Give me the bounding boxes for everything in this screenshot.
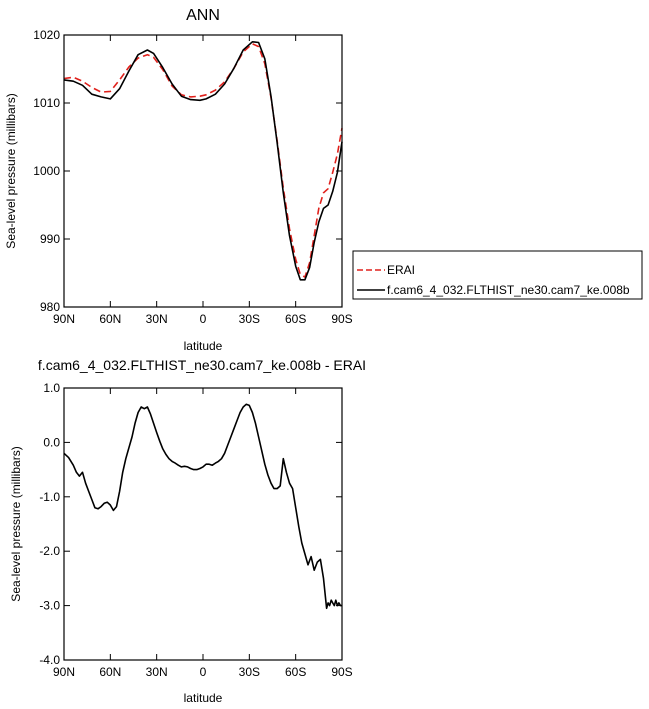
x-tick-label: 0	[200, 665, 207, 679]
y-tick-label: 990	[40, 232, 60, 246]
x-tick-label: 0	[200, 312, 207, 326]
chart-panel-bottom: f.cam6_4_032.FLTHIST_ne30.cam7_ke.008b -…	[9, 357, 366, 705]
x-tick-label: 30N	[146, 665, 168, 679]
x-axis-label: latitude	[184, 691, 223, 705]
series-lines	[63, 40, 343, 281]
y-tick-label: -3.0	[39, 599, 60, 613]
x-tick-label: 60N	[99, 312, 121, 326]
legend-entry: f.cam6_4_032.FLTHIST_ne30.cam7_ke.008b	[387, 283, 630, 297]
series-line-1	[63, 40, 343, 281]
x-tick-label: 90N	[53, 312, 75, 326]
y-tick-label: -1.0	[39, 490, 60, 504]
series-lines	[63, 403, 342, 610]
y-tick-label: 1020	[33, 28, 60, 42]
chart-title: ANN	[186, 7, 220, 24]
series-line-0	[63, 42, 343, 278]
x-tick-label: 90N	[53, 665, 75, 679]
y-tick-label: 1000	[33, 164, 60, 178]
axis-ticks: 90N 60N 30N 0 30S 60S 90S -4.0 -3.0 -2.0 -1.0 0.0 1.…	[39, 381, 352, 679]
y-tick-label: -2.0	[39, 544, 60, 558]
x-tick-label: 60S	[285, 665, 306, 679]
chart-panel-top: ANN Sea-level pressure (millibars) latit…	[4, 7, 353, 353]
y-tick-label: 980	[40, 300, 60, 314]
y-tick-label: 1010	[33, 96, 60, 110]
x-tick-label: 30S	[239, 665, 260, 679]
legend: ERAI f.cam6_4_032.FLTHIST_ne30.cam7_ke.0…	[352, 250, 643, 300]
x-tick-label: 60S	[285, 312, 306, 326]
x-tick-label: 60N	[99, 665, 121, 679]
y-axis-label: Sea-level pressure (millibars)	[4, 93, 18, 248]
x-tick-label: 90S	[331, 665, 352, 679]
chart-title: f.cam6_4_032.FLTHIST_ne30.cam7_ke.008b -…	[38, 357, 366, 373]
x-tick-label: 30N	[146, 312, 168, 326]
y-tick-label: 0.0	[43, 435, 60, 449]
plot-frame	[63, 34, 343, 308]
legend-box	[352, 250, 643, 300]
x-tick-label: 30S	[239, 312, 260, 326]
legend-entry: ERAI	[387, 263, 415, 277]
plot-frame	[63, 387, 343, 661]
y-axis-label: Sea-level pressure (millibars)	[9, 446, 23, 601]
y-tick-label: -4.0	[39, 653, 60, 667]
axis-ticks: 90N 60N 30N 0 30S 60S 90S 980 990 1000 1010 1020	[33, 28, 352, 326]
x-tick-label: 90S	[331, 312, 352, 326]
series-line-0	[63, 403, 342, 610]
x-axis-label: latitude	[184, 339, 223, 353]
y-tick-label: 1.0	[43, 381, 60, 395]
